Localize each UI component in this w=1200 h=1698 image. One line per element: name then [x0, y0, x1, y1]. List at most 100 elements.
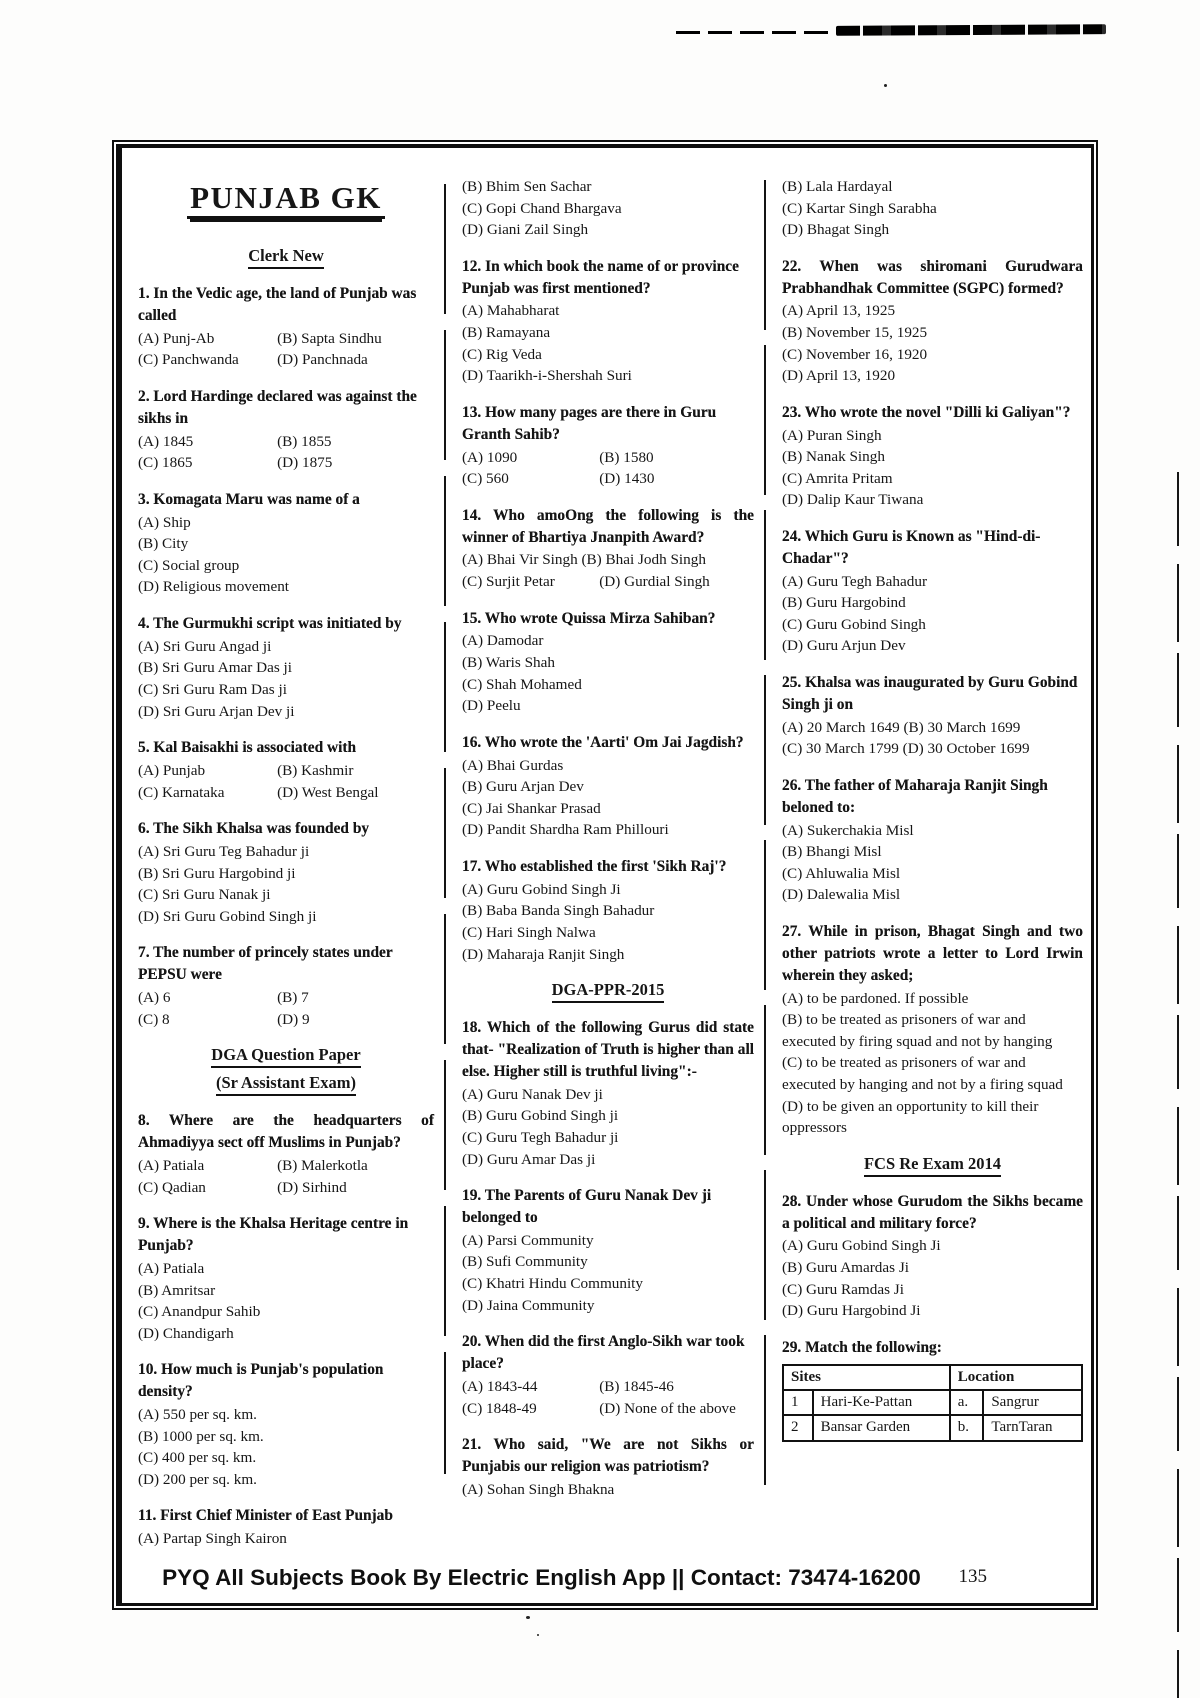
option-row: (D) Jaina Community: [462, 1295, 754, 1317]
option: (B) Sapta Sindhu: [277, 329, 382, 347]
option-row: (C) 560 (D) 1430: [462, 468, 754, 490]
option-row: (D) Guru Arjun Dev: [782, 635, 1083, 657]
option-row: (D) to be given an opportunity to kill t…: [782, 1096, 1083, 1139]
option: (C) Sri Guru Nanak ji: [138, 886, 271, 904]
option-row: (C) Anandpur Sahib: [138, 1301, 434, 1323]
option-row: (C) Ahluwalia Misl: [782, 863, 1083, 885]
option: (C) 30 March 1799 (D) 30 October 1699: [782, 740, 1030, 758]
question-text: 16. Who wrote the 'Aarti' Om Jai Jagdish…: [462, 733, 744, 751]
option: (B) Baba Banda Singh Bahadur: [462, 902, 655, 920]
option: (A) Guru Tegh Bahadur: [782, 572, 928, 590]
option: (D) to be given an opportunity to kill t…: [782, 1097, 1039, 1137]
option-row: (B) Nanak Singh: [782, 446, 1083, 468]
option: (C) Rig Veda: [462, 345, 542, 363]
option: (B) Sufi Community: [462, 1253, 588, 1271]
option-row: (C) 30 March 1799 (D) 30 October 1699: [782, 738, 1083, 760]
question-text: 17. Who established the first 'Sikh Raj'…: [462, 857, 727, 875]
section-heading: FCS Re Exam 2014: [782, 1154, 1083, 1177]
option-row: (A) Punjab (B) Kashmir: [138, 760, 434, 782]
scan-speck: [884, 84, 887, 87]
option: (D) Dalewalia Misl: [782, 886, 901, 904]
option-row: (C) 1865 (D) 1875: [138, 452, 434, 474]
question-columns: PUNJAB GK Clerk New 1. In the Vedic age, t…: [122, 148, 1091, 1565]
table-cell: 2: [782, 1414, 814, 1442]
option-row: (C) Kartar Singh Sarabha: [782, 198, 1083, 220]
option-row: (C) Gopi Chand Bhargava: [462, 198, 754, 220]
table-header-row: Sites Location: [782, 1363, 1084, 1391]
question-text: 24. Which Guru is Known as "Hind-di-Chad…: [782, 527, 1041, 567]
option: (C) Amrita Pritam: [782, 469, 893, 487]
option-row: (A) Bhai Vir Singh (B) Bhai Jodh Singh: [462, 549, 754, 571]
question-text: 29. Match the following:: [782, 1338, 942, 1356]
option-row: (C) Karnataka (D) West Bengal: [138, 782, 434, 804]
column-2: (B) Bhim Sen Sachar (C) Gopi Chand Bharga…: [447, 176, 754, 1515]
option: (B) 1000 per sq. km.: [138, 1427, 264, 1445]
question: 16. Who wrote the 'Aarti' Om Jai Jagdish…: [462, 732, 754, 841]
option-row: (B) Sri Guru Hargobind ji: [138, 863, 434, 885]
option: (A) Sri Guru Teg Bahadur ji: [138, 843, 310, 861]
option: (D) 200 per sq. km.: [138, 1470, 257, 1488]
option: (A) Patiala: [138, 1259, 205, 1277]
question: 8. Where are the headquarters of Ahmadiy…: [138, 1110, 434, 1198]
option: (B) Bhim Sen Sachar: [462, 178, 592, 195]
option-row: (B) Guru Hargobind: [782, 592, 1083, 614]
option-row: (A) April 13, 1925: [782, 300, 1083, 322]
torn-edge-line: [676, 31, 846, 34]
option: (C) Jai Shankar Prasad: [462, 799, 601, 817]
option: (C) Hari Singh Nalwa: [462, 924, 596, 942]
option: (B) to be treated as prisoners of war an…: [782, 1011, 1053, 1050]
section-heading-text: Clerk New: [248, 246, 324, 269]
question: 10. How much is Punjab's population dens…: [138, 1359, 434, 1490]
option: (B) November 15, 1925: [782, 324, 928, 342]
option-row: (C) Guru Tegh Bahadur ji: [462, 1127, 754, 1149]
question-text: 4. The Gurmukhi script was initiated by: [138, 615, 402, 632]
option: (A) 550 per sq. km.: [138, 1406, 257, 1424]
option-row: (A) Guru Gobind Singh Ji: [462, 879, 754, 901]
option-row: (B) Sufi Community: [462, 1251, 754, 1273]
question: 13. How many pages are there in Guru Gra…: [462, 402, 754, 490]
option-row: (A) Punj-Ab (B) Sapta Sindhu: [138, 328, 434, 350]
option-row: (C) Khatri Hindu Community: [462, 1273, 754, 1295]
option: (C) Anandpur Sahib: [138, 1303, 261, 1321]
option-row: (C) Sri Guru Ram Das ji: [138, 679, 434, 701]
option-row: (A) Ship: [138, 512, 434, 534]
option: (A) Ship: [138, 513, 191, 531]
option-row: (D) Religious movement: [138, 576, 434, 598]
option-row: (A) Damodar: [462, 630, 754, 652]
option: (A) to be pardoned. If possible: [782, 989, 969, 1007]
question: 2. Lord Hardinge declared was against th…: [138, 386, 434, 474]
option: (D) Pandit Shardha Ram Phillouri: [462, 821, 669, 839]
option: (A) 20 March 1649 (B) 30 March 1699: [782, 718, 1021, 736]
option: (B) 1855: [277, 432, 332, 450]
question-text: 27. While in prison, Bhagat Singh and tw…: [782, 923, 1083, 984]
option: (D) Sri Guru Arjan Dev ji: [138, 702, 295, 720]
option: (B) 1845-46: [599, 1377, 674, 1395]
question-text: 15. Who wrote Quissa Mirza Sahiban?: [462, 609, 716, 627]
right-margin-dashed-line: [1177, 472, 1179, 1698]
option-row: (B) Guru Arjan Dev: [462, 776, 754, 798]
option: (A) Bhai Gurdas: [462, 756, 564, 774]
question: 19. The Parents of Guru Nanak Dev ji bel…: [462, 1185, 754, 1316]
option: (C) Ahluwalia Misl: [782, 864, 901, 882]
option: (D) None of the above: [599, 1399, 736, 1417]
option: (B) 1580: [599, 448, 654, 466]
option-row: (B) Amritsar: [138, 1280, 434, 1302]
section-heading: DGA-PPR-2015: [462, 980, 754, 1004]
question: 12. In which book the name of or provinc…: [462, 256, 754, 387]
option-row: (A) Guru Tegh Bahadur: [782, 571, 1083, 593]
option: (C) Karnataka: [138, 783, 225, 801]
option-row: (C) Social group: [138, 555, 434, 577]
option: (B) Amritsar: [138, 1281, 216, 1299]
option-row: (A) Puran Singh: [782, 425, 1083, 447]
table-cell: Hari-Ke-Pattan: [811, 1388, 951, 1417]
section-heading: Clerk New: [138, 246, 434, 269]
table-cell: Bansar Garden: [811, 1414, 951, 1442]
question: 11. First Chief Minister of East Punjab (…: [138, 1505, 434, 1549]
question-text: 11. First Chief Minister of East Punjab: [138, 1507, 393, 1525]
section-heading-text: DGA Question Paper: [211, 1045, 361, 1069]
option: (A) Patiala: [138, 1157, 205, 1175]
option-row: (A) Parsi Community: [462, 1230, 754, 1252]
section-heading: DGA Question Paper (Sr Assistant Exam): [138, 1045, 434, 1097]
option: (A) Parsi Community: [462, 1231, 594, 1249]
option-row: (D) Sri Guru Gobind Singh ji: [138, 906, 434, 928]
